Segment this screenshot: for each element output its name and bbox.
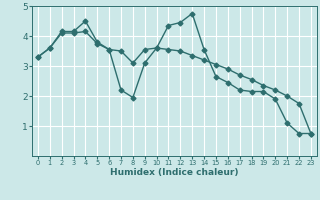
X-axis label: Humidex (Indice chaleur): Humidex (Indice chaleur) [110,168,239,177]
